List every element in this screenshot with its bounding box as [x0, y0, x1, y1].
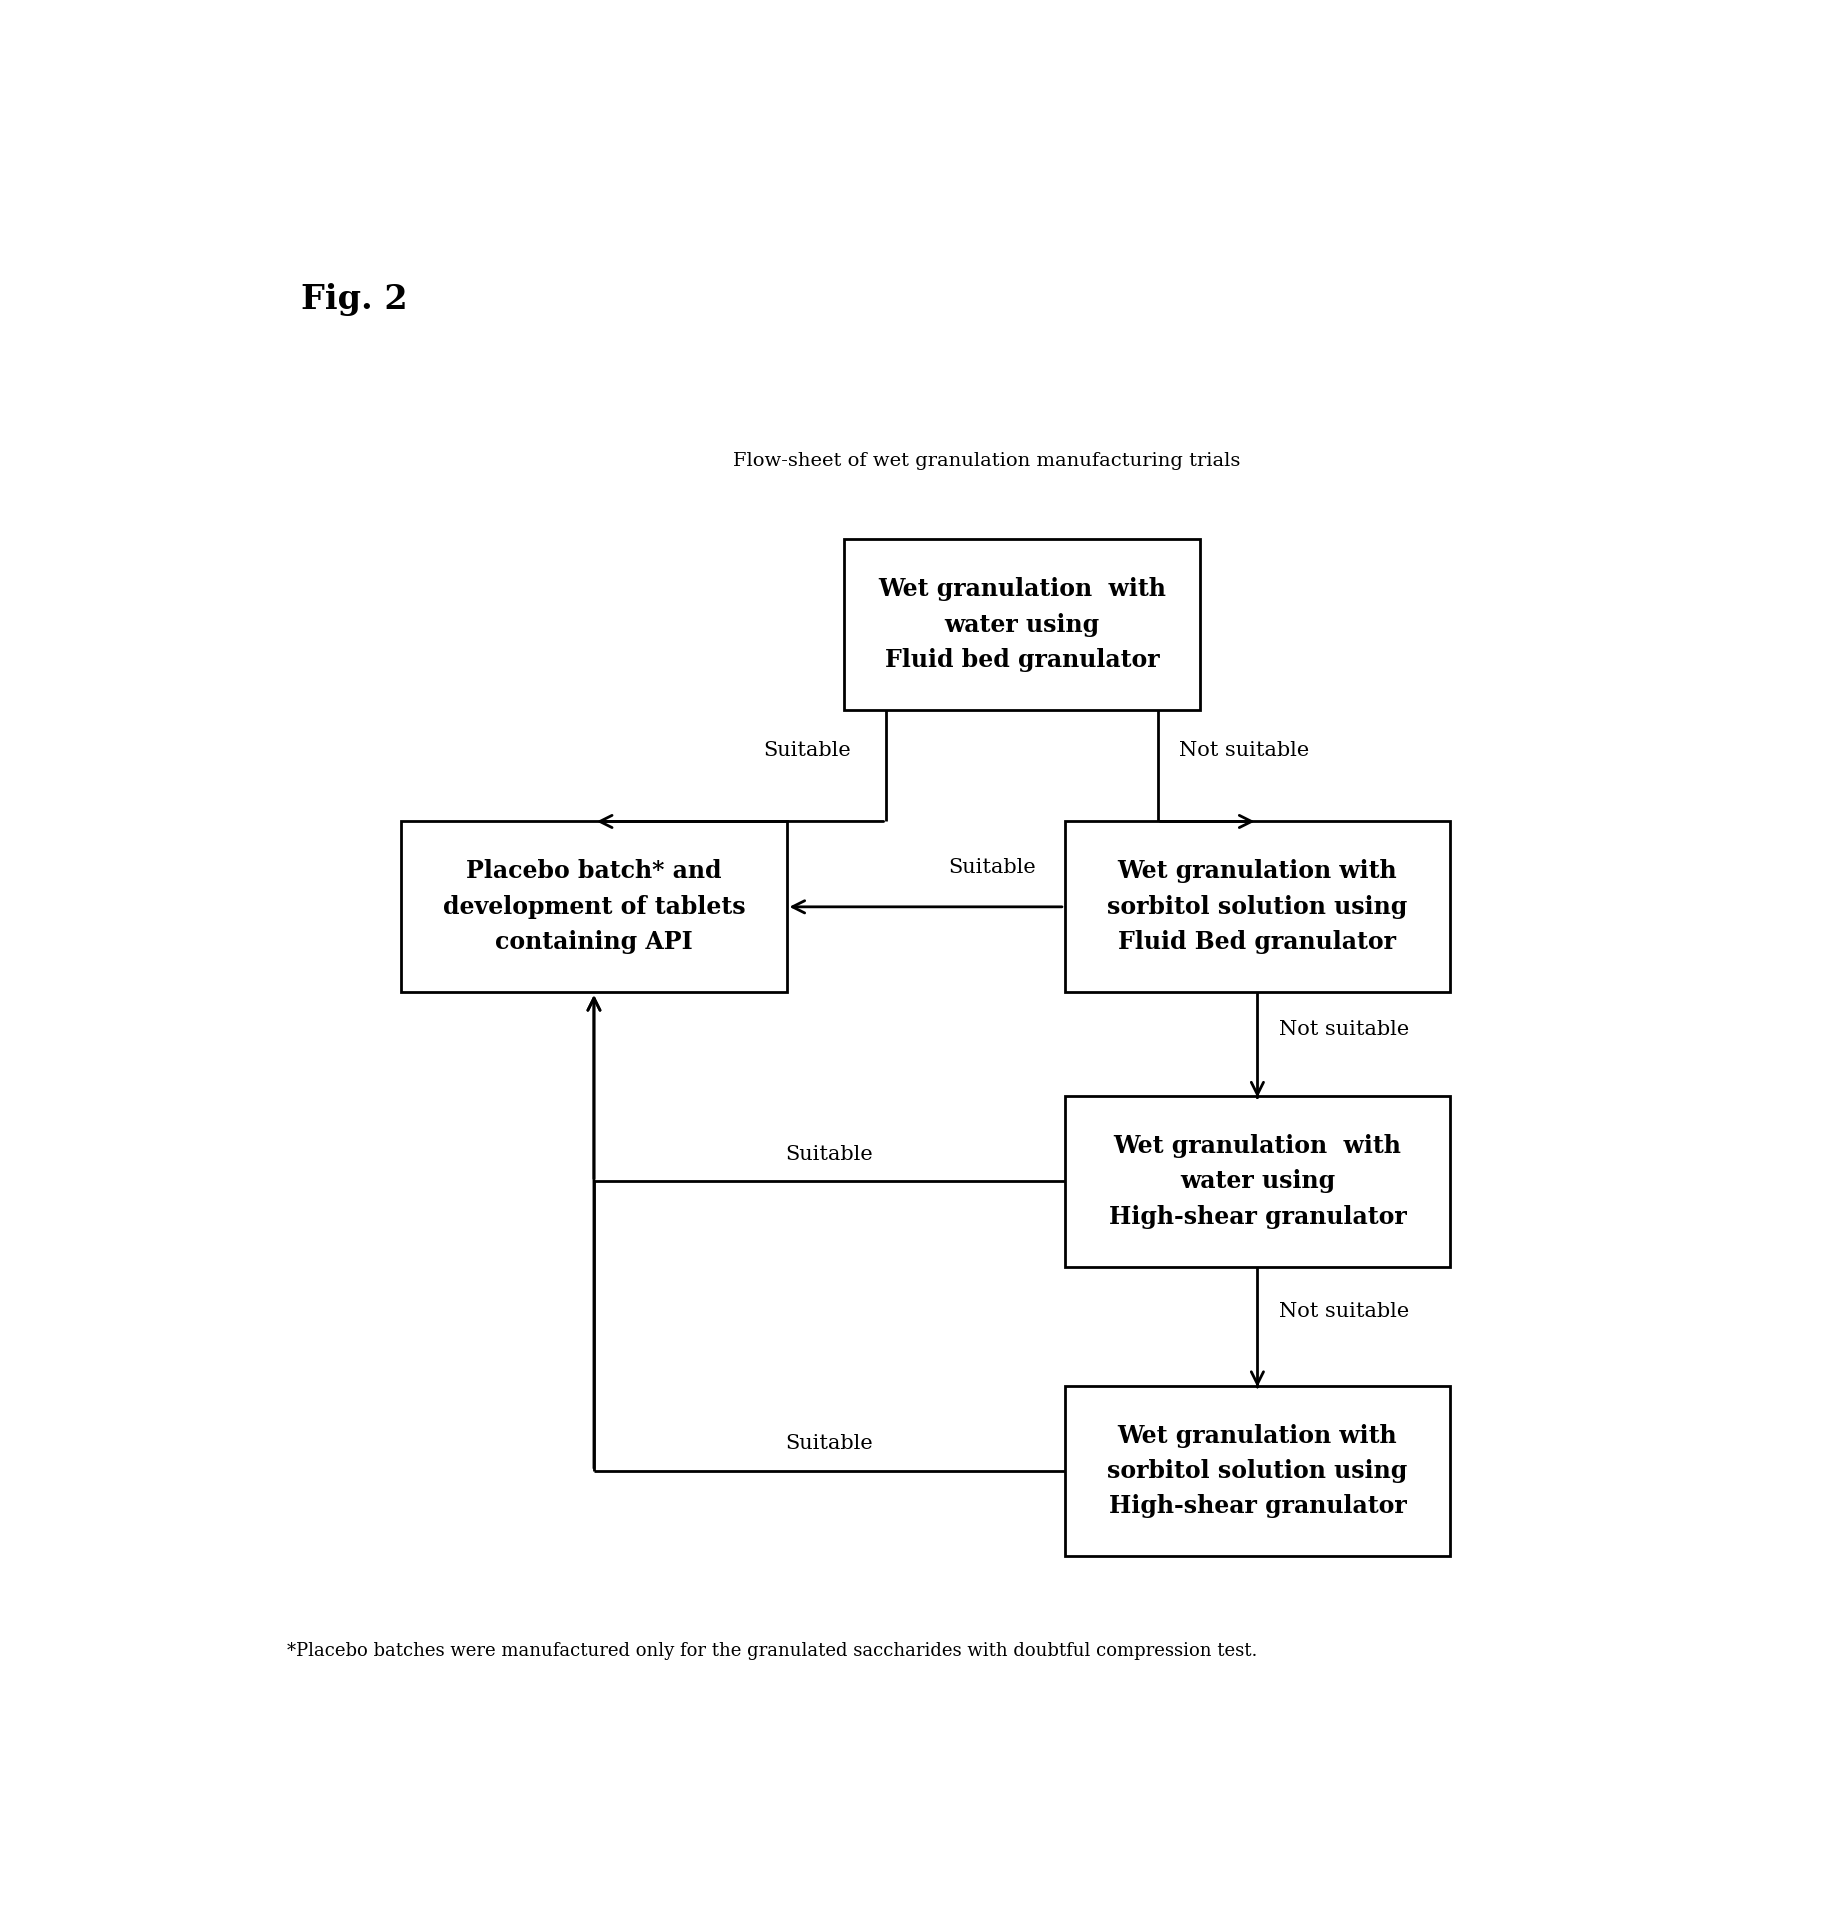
Text: Wet granulation with
sorbitol solution using
High-shear granulator: Wet granulation with sorbitol solution u…: [1106, 1423, 1408, 1519]
Text: Not suitable: Not suitable: [1178, 742, 1309, 760]
Text: Wet granulation with
sorbitol solution using
Fluid Bed granulator: Wet granulation with sorbitol solution u…: [1106, 860, 1408, 954]
Text: Wet granulation  with
water using
Fluid bed granulator: Wet granulation with water using Fluid b…: [878, 576, 1165, 673]
Text: Suitable: Suitable: [786, 1145, 873, 1165]
Text: Fig. 2: Fig. 2: [302, 283, 409, 316]
Text: Wet granulation  with
water using
High-shear granulator: Wet granulation with water using High-sh…: [1108, 1134, 1407, 1228]
Text: Not suitable: Not suitable: [1279, 1020, 1408, 1039]
Text: Suitable: Suitable: [948, 858, 1036, 877]
Text: Not suitable: Not suitable: [1279, 1301, 1408, 1321]
FancyBboxPatch shape: [843, 540, 1200, 710]
FancyBboxPatch shape: [1064, 821, 1451, 993]
Text: Placebo batch* and
development of tablets
containing API: Placebo batch* and development of tablet…: [442, 860, 746, 954]
FancyBboxPatch shape: [1064, 1097, 1451, 1267]
Text: *Placebo batches were manufactured only for the granulated saccharides with doub: *Placebo batches were manufactured only …: [287, 1641, 1257, 1660]
Text: Flow-sheet of wet granulation manufacturing trials: Flow-sheet of wet granulation manufactur…: [733, 453, 1241, 470]
FancyBboxPatch shape: [1064, 1386, 1451, 1556]
Text: Suitable: Suitable: [762, 742, 851, 760]
Text: Suitable: Suitable: [786, 1434, 873, 1454]
FancyBboxPatch shape: [401, 821, 786, 993]
